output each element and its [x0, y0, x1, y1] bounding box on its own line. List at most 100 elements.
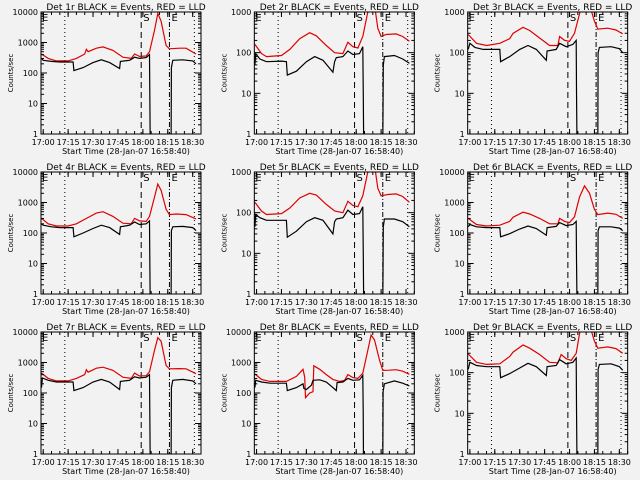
x-tick-label: 17:15 [483, 458, 506, 467]
y-tick-label: 10000 [13, 168, 38, 177]
vline-label-E: E [171, 13, 177, 24]
y-tick-label: 1000 [444, 199, 464, 208]
x-tick-label: 17:30 [508, 138, 531, 147]
y-axis-label: Counts/sec [7, 54, 15, 93]
x-tick-label: 17:15 [270, 138, 293, 147]
x-tick-label: 17:30 [295, 458, 318, 467]
plot-frame [467, 11, 629, 135]
y-tick-label: 1000 [231, 359, 251, 368]
vline-label-E: E [171, 333, 177, 344]
x-tick-label: 18:00 [345, 298, 368, 307]
y-tick-label: 100 [23, 389, 38, 398]
start-marker-label: E [255, 173, 261, 184]
y-tick-label: 10 [454, 409, 464, 418]
x-tick-label: 17:30 [295, 138, 318, 147]
y-tick-label: 1000 [18, 359, 38, 368]
x-axis-label: Start Time (28-Jan-07 16:58:40) [489, 147, 617, 156]
panel-title: Det 9r BLACK = Events, RED = LLD [473, 323, 632, 333]
x-tick-label: 17:45 [320, 138, 343, 147]
x-tick-label: 18:30 [394, 458, 417, 467]
x-tick-label: 18:00 [131, 458, 154, 467]
y-tick-label: 10000 [439, 168, 464, 177]
series-events-line [41, 219, 197, 294]
x-axis-label: Start Time (28-Jan-07 16:58:40) [489, 467, 617, 476]
panel-title: Det 2r BLACK = Events, RED = LLD [260, 3, 419, 13]
y-axis-label: Counts/sec [434, 54, 442, 93]
y-tick-label: 1 [33, 450, 38, 459]
series-events-line [254, 46, 410, 134]
x-tick-label: 17:00 [458, 138, 481, 147]
plot-frame [253, 171, 415, 295]
series-events-line [467, 220, 624, 294]
x-tick-label: 17:45 [106, 138, 129, 147]
y-tick-label: 1 [460, 130, 465, 139]
x-tick-label: 18:30 [608, 458, 631, 467]
start-marker-label: E [469, 333, 475, 344]
vline-label-S: S [357, 333, 363, 344]
y-tick-label: 1 [246, 130, 251, 139]
vline-label-S: S [143, 173, 149, 184]
panel-title: Det 3r BLACK = Events, RED = LLD [473, 3, 632, 13]
x-tick-label: 18:30 [394, 298, 417, 307]
y-tick-label: 10000 [226, 328, 251, 337]
series-lld-line [467, 184, 624, 227]
y-tick-label: 100 [449, 369, 464, 378]
x-tick-label: 18:15 [156, 298, 179, 307]
y-axis-label: Counts/sec [220, 374, 228, 413]
x-tick-label: 17:15 [57, 458, 80, 467]
x-axis-label: Start Time (28-Jan-07 16:58:40) [62, 467, 190, 476]
panel-title: Det 6r BLACK = Events, RED = LLD [473, 163, 632, 173]
y-tick-label: 1 [33, 130, 38, 139]
x-tick-label: 17:15 [483, 138, 506, 147]
panel-title: Det 7r BLACK = Events, RED = LLD [46, 323, 205, 333]
vline-label-E: E [171, 173, 177, 184]
x-tick-label: 17:30 [508, 298, 531, 307]
panel-title: Det 5r BLACK = Events, RED = LLD [260, 163, 419, 173]
x-tick-label: 17:15 [483, 298, 506, 307]
y-axis-label: Counts/sec [220, 214, 228, 253]
x-tick-label: 17:45 [320, 298, 343, 307]
start-marker-label: E [469, 13, 475, 24]
x-tick-label: 17:45 [320, 458, 343, 467]
x-tick-label: 17:30 [82, 138, 105, 147]
series-events-line [467, 38, 624, 134]
x-tick-label: 18:30 [608, 138, 631, 147]
series-lld-line [41, 182, 197, 227]
vline-label-E: E [385, 333, 391, 344]
x-tick-label: 17:15 [270, 458, 293, 467]
series-lld-line [254, 333, 410, 400]
y-tick-label: 100 [449, 229, 464, 238]
x-tick-label: 18:15 [583, 298, 606, 307]
y-tick-label: 1 [246, 450, 251, 459]
x-tick-label: 18:00 [131, 298, 154, 307]
y-tick-label: 10000 [13, 328, 38, 337]
y-tick-label: 1000 [444, 328, 464, 337]
y-tick-label: 10 [241, 89, 251, 98]
x-tick-label: 17:45 [106, 298, 129, 307]
start-marker-label: E [255, 13, 261, 24]
vline-label-E: E [385, 13, 391, 24]
y-tick-label: 10 [28, 420, 38, 429]
vline-label-E: E [598, 13, 604, 24]
y-tick-label: 10 [28, 100, 38, 109]
vline-label-S: S [570, 173, 576, 184]
series-events-line [467, 356, 624, 454]
vline-label-S: S [143, 13, 149, 24]
vline-label-E: E [598, 333, 604, 344]
y-axis-label: Counts/sec [220, 54, 228, 93]
x-tick-label: 18:30 [181, 138, 204, 147]
vline-label-S: S [357, 13, 363, 24]
x-axis-label: Start Time (28-Jan-07 16:58:40) [275, 307, 403, 316]
x-tick-label: 17:30 [82, 458, 105, 467]
x-tick-label: 18:15 [583, 138, 606, 147]
y-tick-label: 10 [241, 420, 251, 429]
x-tick-label: 17:15 [57, 138, 80, 147]
y-axis-label: Counts/sec [7, 374, 15, 413]
x-tick-label: 18:30 [181, 458, 204, 467]
